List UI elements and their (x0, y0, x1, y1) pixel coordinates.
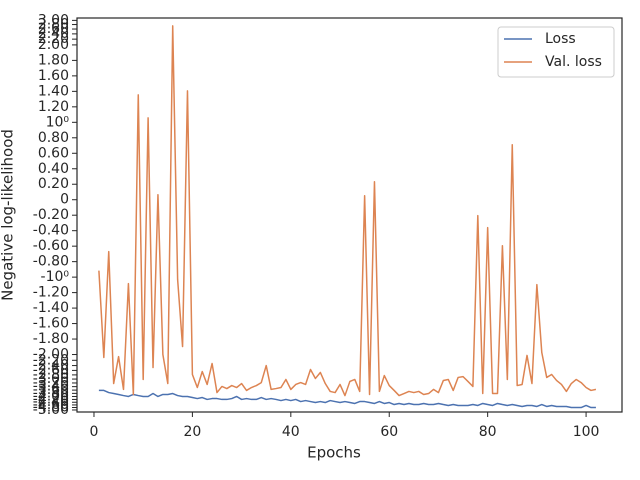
x-tick-label: 80 (479, 424, 497, 440)
legend-label: Val. loss (545, 54, 602, 70)
y-tick-label: 3.00 (38, 12, 69, 28)
y-tick-label: -3.40 (33, 379, 69, 395)
y-tick-label: 2.60 (38, 21, 69, 37)
y-tick-label: -3.60 (33, 382, 69, 398)
y-tick-label: -2.80 (33, 367, 69, 383)
y-tick-label: -10⁰ (41, 269, 70, 285)
y-tick-label: -4.80 (33, 400, 69, 416)
series-line (98, 389, 596, 409)
y-tick-label: 1.80 (38, 52, 69, 68)
y-tick-label: 2.00 (38, 37, 69, 53)
series-line (98, 25, 597, 397)
y-tick-label: -4.40 (33, 394, 69, 410)
y-tick-label: -5.00 (33, 402, 69, 418)
y-tick-label: 0 (60, 192, 69, 208)
y-tick-label: 0.40 (38, 161, 69, 177)
x-tick-label: 40 (282, 424, 300, 440)
y-tick-label: -4.20 (33, 391, 69, 407)
y-tick-label: 1.40 (38, 83, 69, 99)
y-tick-label: 1.20 (38, 99, 69, 115)
y-tick-label: -3.80 (33, 385, 69, 401)
y-tick-label: -1.60 (33, 316, 69, 332)
y-tick-label: -1.20 (33, 285, 69, 301)
y-tick-label: -1.80 (33, 331, 69, 347)
y-tick-label: -0.60 (33, 238, 69, 254)
y-tick-label: -0.80 (33, 254, 69, 270)
y-tick-label: -0.40 (33, 223, 69, 239)
y-tick-label: -2.60 (33, 362, 69, 378)
y-tick-label: 0.20 (38, 176, 69, 192)
y-tick-label: -3.20 (33, 375, 69, 391)
y-tick-label: -3.00 (33, 371, 69, 387)
x-axis-label: Epochs (307, 444, 361, 462)
y-tick-label: -0.20 (33, 207, 69, 223)
x-tick-label: 60 (380, 424, 398, 440)
plot-frame (76, 17, 623, 413)
y-axis-label: Negative log-likelihood (0, 129, 17, 301)
y-tick-label: 10⁰ (46, 114, 70, 130)
y-tick-label: 2.20 (38, 31, 69, 47)
y-tick-label: 2.80 (38, 17, 69, 33)
y-tick-label: -2.40 (33, 358, 69, 374)
legend: Loss Val. loss (497, 26, 615, 78)
x-tick-label: 0 (90, 424, 99, 440)
y-tick-label: 0.60 (38, 145, 69, 161)
y-tick-label: -2.00 (33, 347, 69, 363)
y-tick-label: -2.20 (33, 352, 69, 368)
y-tick-label: 2.40 (38, 26, 69, 42)
y-tick-label: -1.40 (33, 300, 69, 316)
y-tick-label: -4.60 (33, 397, 69, 413)
x-tick-label: 20 (183, 424, 201, 440)
y-tick-label: 0.80 (38, 130, 69, 146)
legend-label: Loss (545, 31, 576, 47)
x-tick-label: 100 (573, 424, 600, 440)
y-tick-label: 1.60 (38, 68, 69, 84)
y-tick-label: -4.00 (33, 388, 69, 404)
